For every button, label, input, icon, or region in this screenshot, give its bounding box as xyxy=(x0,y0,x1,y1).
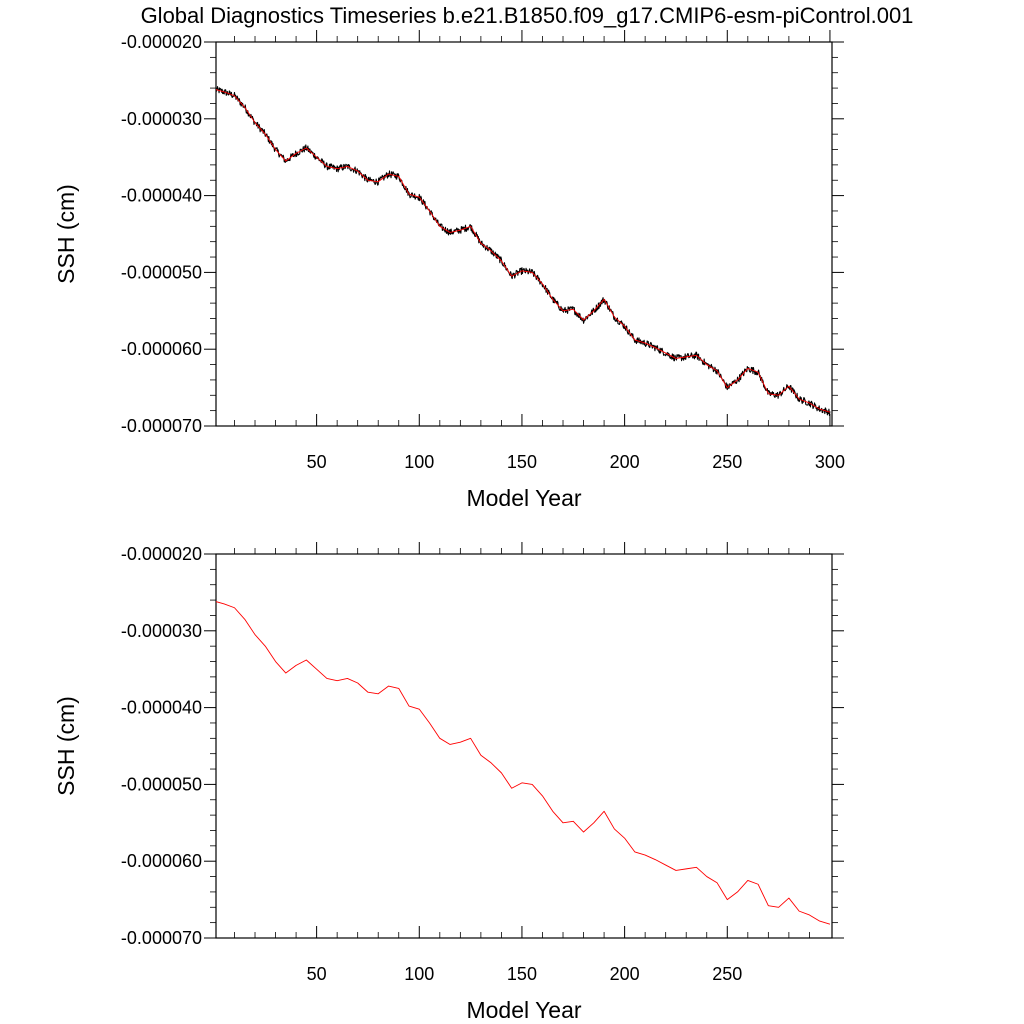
top-y-tick-label: -0.000050 xyxy=(121,262,202,282)
top-x-axis-label: Model Year xyxy=(466,485,581,511)
top-x-tick-label: 100 xyxy=(404,452,434,472)
top-panel: 50 100 150 200 250 300 -0.000020 -0.000030 -0.00… xyxy=(53,30,845,511)
bottom-x-tick-label: 200 xyxy=(610,964,640,984)
bottom-x-tick-label: 150 xyxy=(507,964,537,984)
bottom-x-tick-label: 250 xyxy=(712,964,742,984)
bottom-series-line-1 xyxy=(216,601,831,925)
top-y-tick-label: -0.000040 xyxy=(121,186,202,206)
top-y-axis-label: SSH (cm) xyxy=(53,184,79,284)
bottom-y-tick-label: -0.000040 xyxy=(121,698,202,718)
bottom-x-tick-label: 50 xyxy=(307,964,327,984)
top-x-tick-label: 50 xyxy=(307,452,327,472)
bottom-y-tick-label: -0.000070 xyxy=(121,928,202,948)
chart-title: Global Diagnostics Timeseries b.e21.B185… xyxy=(141,3,914,28)
bottom-y-tick-label: -0.000060 xyxy=(121,851,202,871)
bottom-x-axis-label: Model Year xyxy=(466,997,581,1023)
top-x-tick-label: 250 xyxy=(712,452,742,472)
bottom-y-tick-label: -0.000050 xyxy=(121,774,202,794)
top-y-tick-label: -0.000070 xyxy=(121,416,202,436)
bottom-x-tick-label: 100 xyxy=(404,964,434,984)
bottom-y-tick-label: -0.000030 xyxy=(121,621,202,641)
bottom-panel: 50 100 150 200 250 -0.000020 -0.000030 -0.00004… xyxy=(53,542,844,1023)
top-y-tick-label: -0.000020 xyxy=(121,32,202,52)
bottom-y-tick-label: -0.000020 xyxy=(121,544,202,564)
top-series-line-1 xyxy=(216,86,831,416)
bottom-plot-frame xyxy=(215,553,833,939)
bottom-plot-area: 50 100 150 200 250 -0.000020 -0.000030 -0.00004… xyxy=(121,542,844,984)
top-plot-area: 50 100 150 200 250 300 -0.000020 -0.000030 -0.00… xyxy=(121,30,845,472)
top-plot-frame xyxy=(215,41,833,427)
top-y-tick-label: -0.000030 xyxy=(121,109,202,129)
bottom-y-axis-label: SSH (cm) xyxy=(53,696,79,796)
top-x-tick-label: 300 xyxy=(815,452,845,472)
top-series-line-2 xyxy=(216,89,831,413)
top-y-tick-label: -0.000060 xyxy=(121,339,202,359)
top-x-tick-label: 200 xyxy=(610,452,640,472)
top-x-tick-label: 150 xyxy=(507,452,537,472)
